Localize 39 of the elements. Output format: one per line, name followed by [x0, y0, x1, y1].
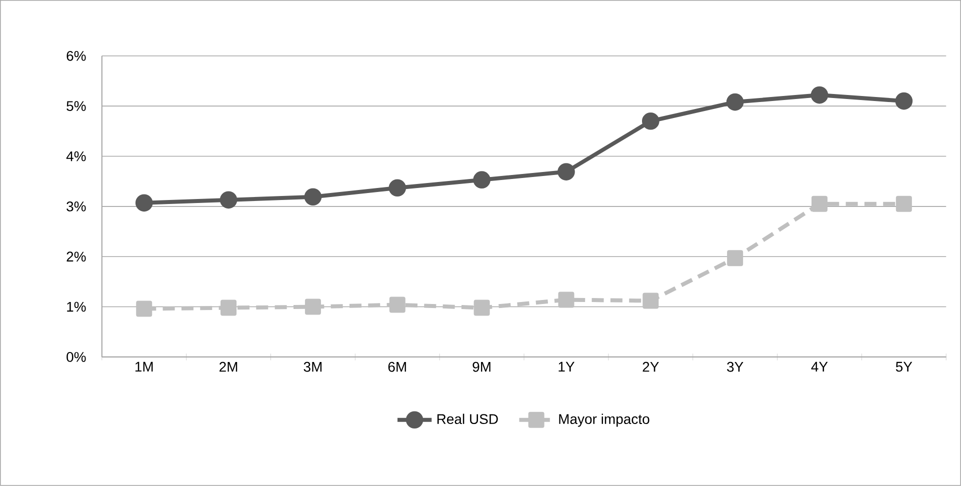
y-tick-label: 3%: [66, 202, 86, 212]
point: [304, 188, 322, 206]
legend-label: Mayor impacto: [559, 414, 650, 427]
x-tick-label: 2M: [220, 362, 238, 372]
point: [642, 292, 659, 309]
point: [896, 196, 912, 212]
point: [220, 300, 237, 316]
point: [474, 300, 490, 316]
point: [135, 194, 153, 212]
point: [642, 112, 660, 130]
point: [136, 300, 152, 317]
y-tick-label: 1%: [67, 302, 86, 312]
point: [558, 292, 574, 308]
x-tick-label: 4Y: [811, 362, 828, 372]
point: [388, 179, 406, 197]
x-tick-label: 5Y: [896, 362, 912, 372]
point: [727, 250, 744, 266]
point: [220, 191, 238, 209]
point: [811, 196, 828, 212]
y-tick-label: 4%: [66, 151, 86, 162]
x-tick-label: 1Y: [558, 362, 574, 372]
legend-label: Real USD: [437, 414, 498, 424]
point: [473, 171, 490, 189]
y-tick-label: 2%: [66, 252, 86, 262]
x-tick-label: 3M: [304, 362, 322, 372]
x-tick-label: 3Y: [727, 362, 744, 372]
point: [895, 92, 913, 110]
y-tick-label: 5%: [66, 101, 86, 112]
y-tick-label: 6%: [66, 51, 86, 61]
x-tick-label: 2Y: [642, 362, 659, 372]
x-tick-label: 9M: [472, 362, 490, 372]
x-tick-label: 6M: [388, 362, 406, 372]
point: [726, 93, 744, 111]
x-tick-label: 1M: [135, 362, 153, 372]
point: [304, 298, 321, 315]
point: [558, 163, 575, 181]
point: [810, 86, 828, 104]
point: [389, 296, 406, 313]
y-tick-label: 0%: [66, 352, 86, 362]
